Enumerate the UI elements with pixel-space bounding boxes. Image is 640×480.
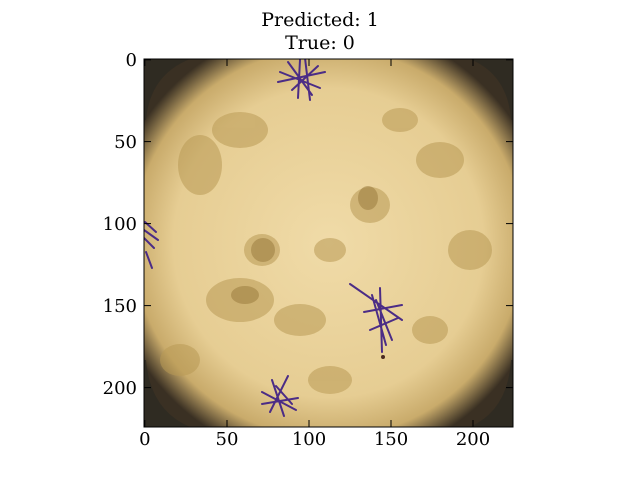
x-tick-marks: [144, 59, 474, 427]
y-tick-label-150: 150: [103, 296, 137, 317]
x-tick-label-0: 0: [139, 429, 150, 450]
y-tick-label-100: 100: [103, 214, 137, 235]
plot-title-predicted: Predicted: 1: [261, 9, 379, 31]
x-tick-label-200: 200: [456, 429, 490, 450]
y-tick-label-50: 50: [114, 132, 137, 153]
skin-lesion-image: [144, 59, 513, 427]
plot-frame: [143, 58, 514, 428]
y-tick-label-0: 0: [126, 50, 137, 71]
y-tick-marks: [144, 59, 513, 389]
x-tick-label-100: 100: [292, 429, 326, 450]
y-tick-label-200: 200: [103, 378, 137, 399]
x-tick-label-150: 150: [374, 429, 408, 450]
x-tick-label-50: 50: [216, 429, 239, 450]
plot-title-true: True: 0: [285, 32, 355, 54]
